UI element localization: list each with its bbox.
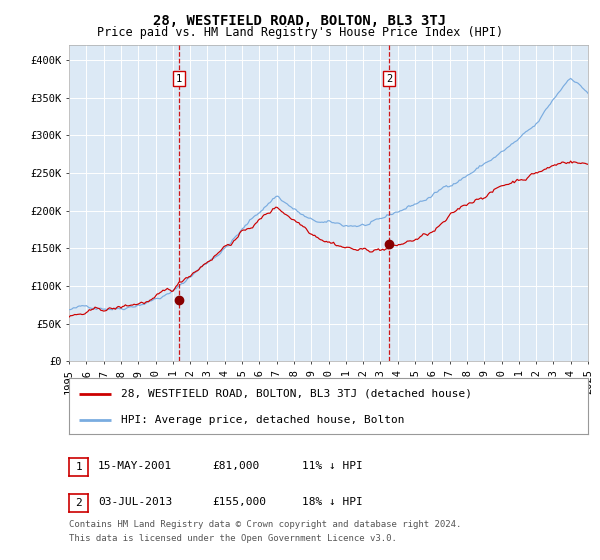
Text: 15-MAY-2001: 15-MAY-2001: [98, 461, 172, 471]
Text: 18% ↓ HPI: 18% ↓ HPI: [302, 497, 362, 507]
Text: 2: 2: [75, 498, 82, 508]
Text: HPI: Average price, detached house, Bolton: HPI: Average price, detached house, Bolt…: [121, 415, 404, 425]
Text: This data is licensed under the Open Government Licence v3.0.: This data is licensed under the Open Gov…: [69, 534, 397, 543]
Text: 28, WESTFIELD ROAD, BOLTON, BL3 3TJ: 28, WESTFIELD ROAD, BOLTON, BL3 3TJ: [154, 14, 446, 28]
Text: 2: 2: [386, 74, 392, 83]
Text: 28, WESTFIELD ROAD, BOLTON, BL3 3TJ (detached house): 28, WESTFIELD ROAD, BOLTON, BL3 3TJ (det…: [121, 389, 472, 399]
Text: £81,000: £81,000: [212, 461, 259, 471]
Text: 1: 1: [176, 74, 182, 83]
Text: 1: 1: [75, 462, 82, 472]
Text: 11% ↓ HPI: 11% ↓ HPI: [302, 461, 362, 471]
Text: £155,000: £155,000: [212, 497, 266, 507]
Text: Contains HM Land Registry data © Crown copyright and database right 2024.: Contains HM Land Registry data © Crown c…: [69, 520, 461, 529]
Text: Price paid vs. HM Land Registry's House Price Index (HPI): Price paid vs. HM Land Registry's House …: [97, 26, 503, 39]
Text: 03-JUL-2013: 03-JUL-2013: [98, 497, 172, 507]
